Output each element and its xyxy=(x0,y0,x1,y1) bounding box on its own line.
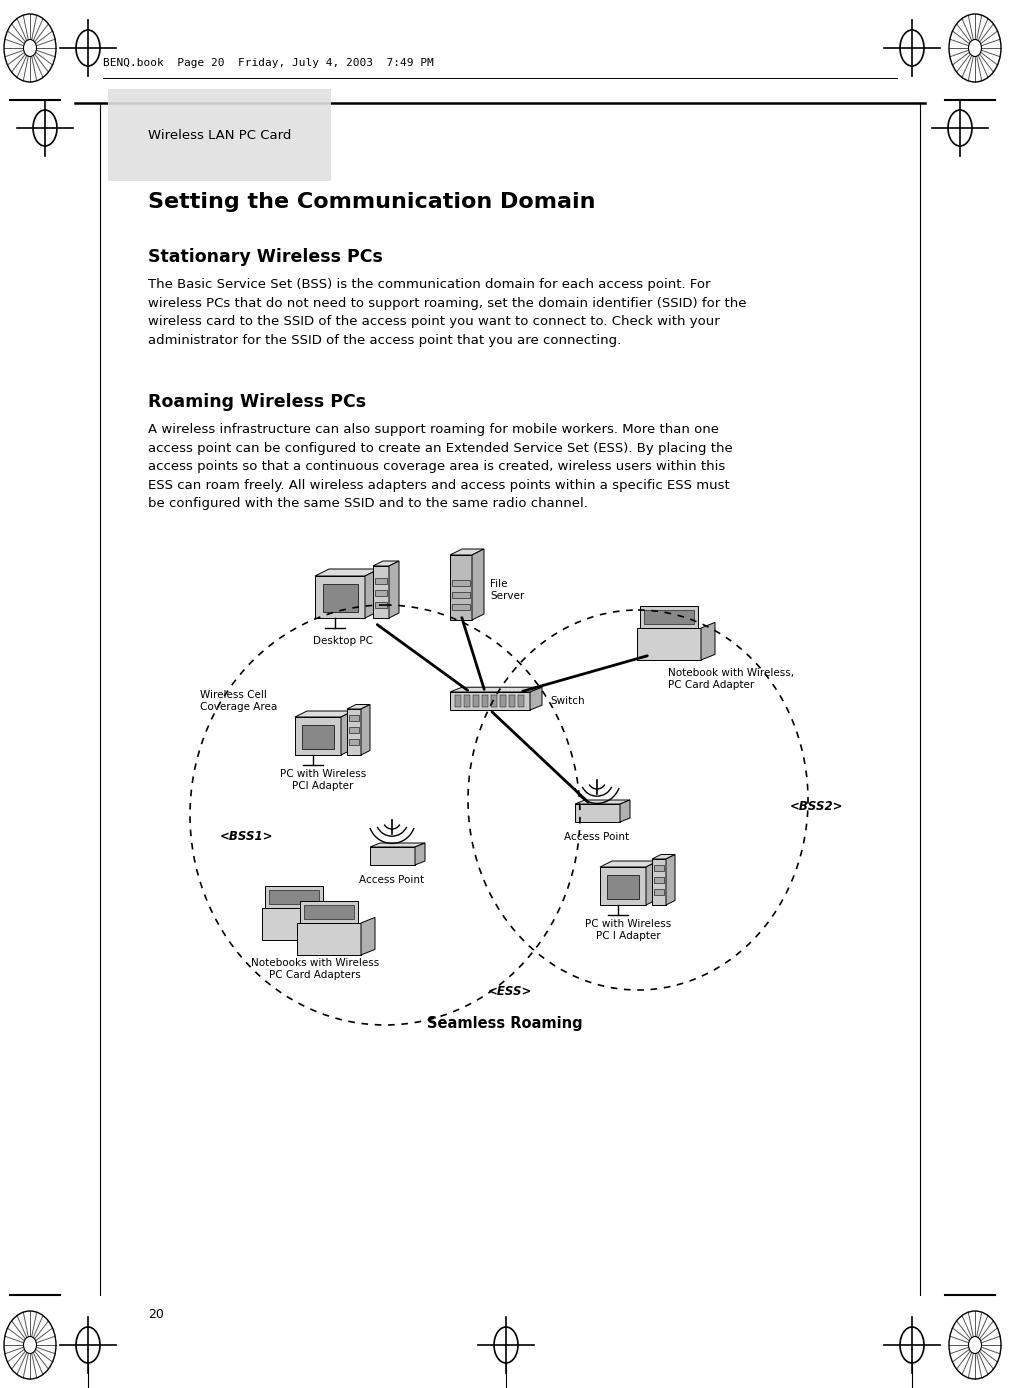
Text: Setting the Communication Domain: Setting the Communication Domain xyxy=(148,192,596,212)
Text: <BSS1>: <BSS1> xyxy=(220,830,274,843)
Polygon shape xyxy=(375,577,387,584)
Polygon shape xyxy=(304,905,354,919)
Polygon shape xyxy=(450,693,530,711)
Text: 20: 20 xyxy=(148,1309,164,1321)
Text: A wireless infrastructure can also support roaming for mobile workers. More than: A wireless infrastructure can also suppo… xyxy=(148,423,732,509)
Polygon shape xyxy=(315,576,365,618)
Polygon shape xyxy=(315,569,379,576)
Text: Seamless Roaming: Seamless Roaming xyxy=(427,1016,582,1031)
Polygon shape xyxy=(654,865,664,872)
Polygon shape xyxy=(530,687,542,711)
Ellipse shape xyxy=(968,39,982,57)
Polygon shape xyxy=(637,627,701,661)
Polygon shape xyxy=(373,566,389,618)
Polygon shape xyxy=(452,604,470,609)
Polygon shape xyxy=(373,561,399,566)
Text: PC with Wireless
PCI Adapter: PC with Wireless PCI Adapter xyxy=(280,769,366,791)
Polygon shape xyxy=(297,923,361,955)
Polygon shape xyxy=(652,855,675,859)
Text: The Basic Service Set (BSS) is the communication domain for each access point. F: The Basic Service Set (BSS) is the commu… xyxy=(148,278,747,347)
Polygon shape xyxy=(654,877,664,883)
Text: Wireless Cell
Coverage Area: Wireless Cell Coverage Area xyxy=(200,690,278,712)
Polygon shape xyxy=(575,804,620,822)
Polygon shape xyxy=(464,695,470,706)
Polygon shape xyxy=(349,738,359,745)
Text: Wireless LAN PC Card: Wireless LAN PC Card xyxy=(148,129,292,142)
Polygon shape xyxy=(450,550,484,555)
Polygon shape xyxy=(491,695,497,706)
Polygon shape xyxy=(455,695,461,706)
Polygon shape xyxy=(262,908,326,940)
Ellipse shape xyxy=(23,1337,36,1353)
Polygon shape xyxy=(326,902,340,940)
Polygon shape xyxy=(452,580,470,586)
Text: Switch: Switch xyxy=(550,695,585,706)
Polygon shape xyxy=(640,605,698,627)
Text: File
Server: File Server xyxy=(490,579,525,601)
Polygon shape xyxy=(666,855,675,905)
Text: Notebook with Wireless,
PC Card Adapter: Notebook with Wireless, PC Card Adapter xyxy=(668,668,794,690)
Polygon shape xyxy=(295,718,341,755)
Polygon shape xyxy=(646,861,658,905)
Polygon shape xyxy=(361,705,370,755)
Polygon shape xyxy=(452,593,470,598)
Polygon shape xyxy=(450,555,472,620)
Polygon shape xyxy=(600,861,658,868)
Polygon shape xyxy=(349,727,359,733)
Polygon shape xyxy=(652,859,666,905)
Text: PC with Wireless
PC I Adapter: PC with Wireless PC I Adapter xyxy=(585,919,672,941)
Polygon shape xyxy=(500,695,506,706)
Polygon shape xyxy=(265,886,323,908)
Polygon shape xyxy=(509,695,515,706)
Text: Stationary Wireless PCs: Stationary Wireless PCs xyxy=(148,248,383,266)
Polygon shape xyxy=(654,888,664,895)
Polygon shape xyxy=(349,715,359,720)
Text: <BSS2>: <BSS2> xyxy=(790,799,844,813)
Polygon shape xyxy=(347,709,361,755)
Polygon shape xyxy=(389,561,399,618)
Polygon shape xyxy=(295,711,353,718)
Polygon shape xyxy=(600,868,646,905)
Polygon shape xyxy=(302,725,334,750)
Polygon shape xyxy=(607,874,639,899)
Ellipse shape xyxy=(23,39,36,57)
Text: Desktop PC: Desktop PC xyxy=(313,636,373,645)
Text: Notebooks with Wireless
PC Card Adapters: Notebooks with Wireless PC Card Adapters xyxy=(251,958,379,980)
Polygon shape xyxy=(375,590,387,595)
Ellipse shape xyxy=(968,1337,982,1353)
Polygon shape xyxy=(472,550,484,620)
Polygon shape xyxy=(375,602,387,608)
Polygon shape xyxy=(370,843,425,847)
Polygon shape xyxy=(365,569,379,618)
Polygon shape xyxy=(361,917,375,955)
Polygon shape xyxy=(300,901,358,923)
Text: BENQ.book  Page 20  Friday, July 4, 2003  7:49 PM: BENQ.book Page 20 Friday, July 4, 2003 7… xyxy=(103,58,434,68)
Polygon shape xyxy=(347,705,370,709)
Polygon shape xyxy=(644,609,694,625)
Text: <ESS>: <ESS> xyxy=(488,985,532,998)
Text: Roaming Wireless PCs: Roaming Wireless PCs xyxy=(148,393,366,411)
Polygon shape xyxy=(341,711,353,755)
Polygon shape xyxy=(575,799,630,804)
Polygon shape xyxy=(473,695,479,706)
Polygon shape xyxy=(322,584,358,612)
Polygon shape xyxy=(518,695,524,706)
Text: Access Point: Access Point xyxy=(360,874,424,886)
Polygon shape xyxy=(701,622,715,661)
Text: Access Point: Access Point xyxy=(564,831,629,843)
Polygon shape xyxy=(620,799,630,822)
Polygon shape xyxy=(450,687,542,693)
Polygon shape xyxy=(370,847,415,865)
Polygon shape xyxy=(482,695,488,706)
Polygon shape xyxy=(415,843,425,865)
Polygon shape xyxy=(269,890,319,904)
